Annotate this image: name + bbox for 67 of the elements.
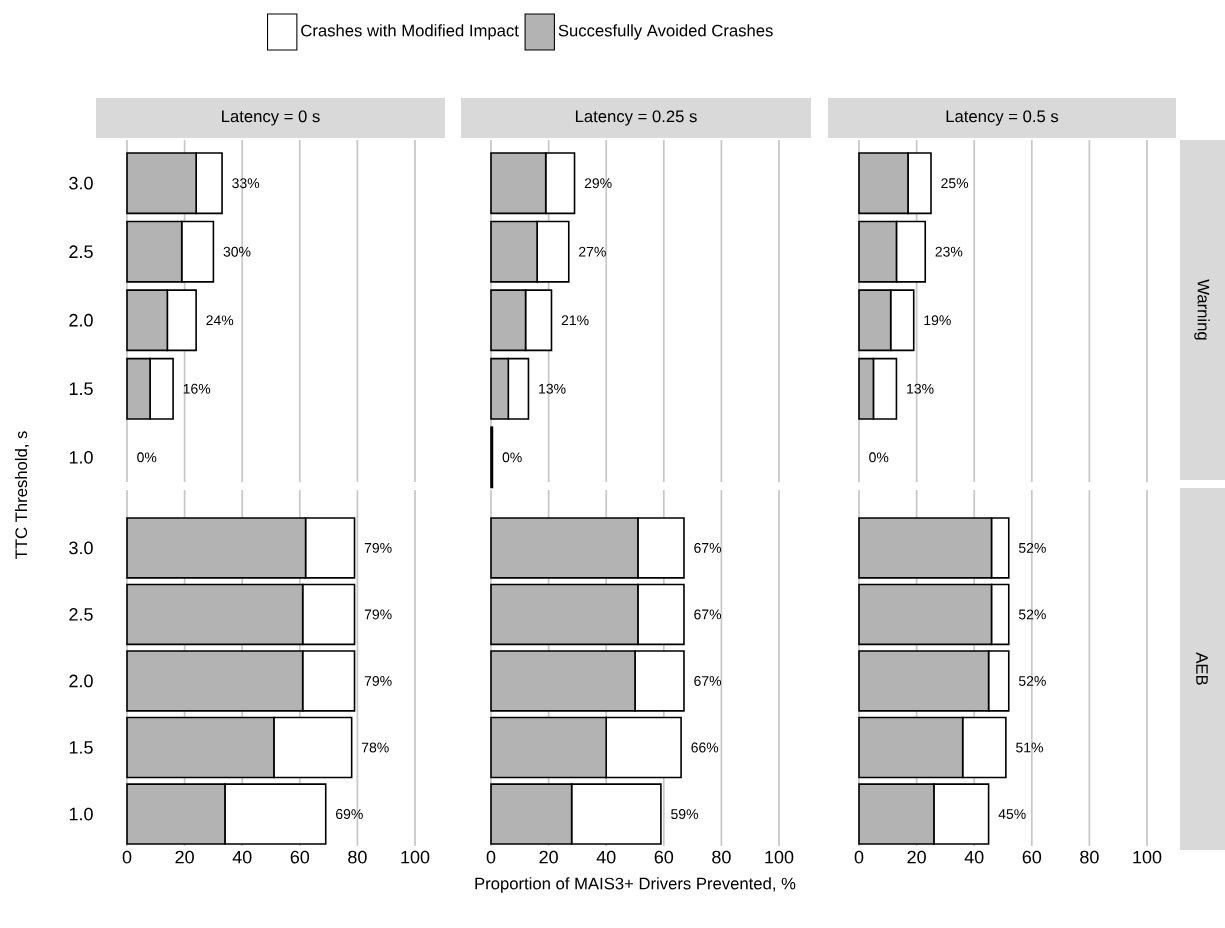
y-tick-label: 1.5 — [69, 741, 93, 754]
x-tick-label: 100 — [401, 850, 430, 864]
total-label: 13% — [907, 383, 934, 394]
legend-label: Succesfully Avoided Crashes — [558, 24, 773, 40]
chart-title: Latency = 0.25 s — [575, 110, 697, 126]
total-label: 13% — [539, 383, 566, 394]
x-tick-label: 60 — [290, 850, 310, 864]
total-label: 33% — [232, 178, 260, 189]
x-tick-label: 40 — [596, 850, 616, 864]
y-tick-label: 2.0 — [69, 313, 93, 327]
y-tick-label: 1.0 — [69, 807, 93, 821]
total-label: 59% — [671, 809, 699, 820]
total-label: 0% — [869, 452, 889, 463]
total-label: 16% — [183, 383, 211, 394]
total-label: 66% — [691, 742, 719, 753]
text: Warning — [1194, 279, 1210, 340]
x-tick-label: 80 — [712, 850, 731, 864]
total-label: 69% — [336, 809, 363, 820]
total-label: 52% — [1018, 609, 1046, 620]
x-tick-label: 60 — [654, 850, 674, 864]
total-label: 67% — [694, 609, 722, 620]
total-label: 51% — [1016, 742, 1043, 753]
y-tick-label: 1.0 — [69, 450, 93, 464]
x-tick-label: 0 — [122, 850, 132, 864]
x-tick-label: 20 — [907, 850, 926, 864]
total-label: 0% — [502, 452, 522, 463]
y-tick-label: 2.5 — [69, 608, 93, 621]
total-label: 0% — [137, 452, 157, 463]
text: AEB — [1196, 652, 1208, 685]
total-label: 27% — [579, 246, 606, 257]
chart-title: Latency = 0 s — [222, 110, 320, 126]
total-label: 79% — [364, 676, 392, 686]
x-tick-label: 100 — [765, 850, 794, 864]
x-tick-label: 60 — [1022, 850, 1042, 864]
x-tick-label: 100 — [1133, 850, 1162, 864]
x-tick-label: 80 — [348, 850, 367, 864]
total-label: 21% — [561, 315, 589, 326]
y-tick-label: 3.0 — [69, 541, 93, 555]
legend-label: Crashes with Modified Impact — [301, 24, 519, 40]
total-label: 23% — [935, 246, 963, 257]
x-tick-label: 40 — [232, 850, 252, 864]
total-label: 30% — [223, 246, 251, 257]
total-label: 24% — [206, 315, 234, 326]
total-label: 45% — [998, 809, 1026, 819]
x-tick-label: 20 — [539, 850, 558, 864]
x-tick-label: 80 — [1080, 850, 1099, 864]
total-label: 67% — [694, 676, 722, 686]
total-label: 79% — [364, 542, 392, 553]
x-tick-label: 40 — [964, 850, 984, 864]
total-label: 19% — [924, 315, 951, 326]
total-label: 52% — [1018, 542, 1046, 553]
x-tick-label: 0 — [854, 850, 864, 864]
x-tick-label: 20 — [175, 850, 194, 864]
y-tick-label: 2.0 — [69, 674, 93, 688]
chart-title: Latency = 0.5 s — [946, 110, 1059, 126]
y-tick-label: 1.5 — [69, 382, 93, 396]
total-label: 79% — [364, 609, 392, 620]
total-label: 78% — [361, 742, 389, 753]
total-label: 67% — [694, 542, 722, 553]
total-label: 52% — [1018, 676, 1046, 686]
total-label: 29% — [584, 178, 612, 189]
y-tick-label: 2.5 — [69, 245, 93, 259]
x-axis-title: Proportion of MAIS3+ Drivers Prevented, % — [475, 877, 796, 893]
x-tick-label: 0 — [486, 850, 496, 864]
total-label: 25% — [941, 178, 969, 189]
y-tick-label: 3.0 — [69, 176, 93, 190]
y-axis-title: TTC Threshold, s — [14, 431, 30, 559]
